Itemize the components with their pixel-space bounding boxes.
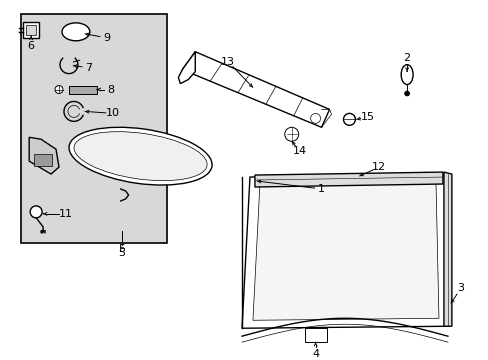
Ellipse shape — [400, 65, 412, 85]
Text: 15: 15 — [360, 112, 374, 122]
Text: 8: 8 — [107, 85, 114, 95]
Polygon shape — [252, 181, 438, 320]
Circle shape — [55, 86, 63, 94]
Text: 11: 11 — [59, 209, 73, 219]
Bar — [69, 86, 97, 94]
Ellipse shape — [69, 127, 212, 185]
Text: 2: 2 — [403, 53, 410, 63]
Text: 4: 4 — [311, 349, 319, 359]
Text: 7: 7 — [85, 63, 92, 73]
Polygon shape — [182, 52, 329, 127]
Bar — [23, 22, 39, 38]
Text: 14: 14 — [292, 146, 306, 156]
Ellipse shape — [74, 132, 207, 181]
Polygon shape — [178, 52, 195, 84]
Text: 1: 1 — [317, 184, 325, 194]
Circle shape — [284, 127, 298, 141]
Polygon shape — [254, 172, 442, 187]
Circle shape — [343, 113, 355, 125]
Text: 10: 10 — [105, 108, 120, 118]
Text: 3: 3 — [456, 283, 464, 293]
Text: 9: 9 — [103, 33, 110, 43]
Text: 5: 5 — [118, 248, 125, 258]
Polygon shape — [29, 137, 59, 174]
Polygon shape — [443, 172, 451, 326]
Bar — [304, 328, 326, 342]
Text: 5: 5 — [118, 244, 125, 254]
Polygon shape — [242, 174, 447, 328]
Bar — [26, 25, 36, 35]
Ellipse shape — [62, 23, 90, 41]
Bar — [34, 154, 52, 166]
Circle shape — [404, 91, 409, 96]
Text: 12: 12 — [371, 162, 386, 172]
Circle shape — [310, 113, 320, 123]
Bar — [20, 14, 166, 243]
Text: 6: 6 — [28, 41, 35, 51]
Text: 13: 13 — [221, 57, 235, 67]
Circle shape — [30, 206, 42, 218]
